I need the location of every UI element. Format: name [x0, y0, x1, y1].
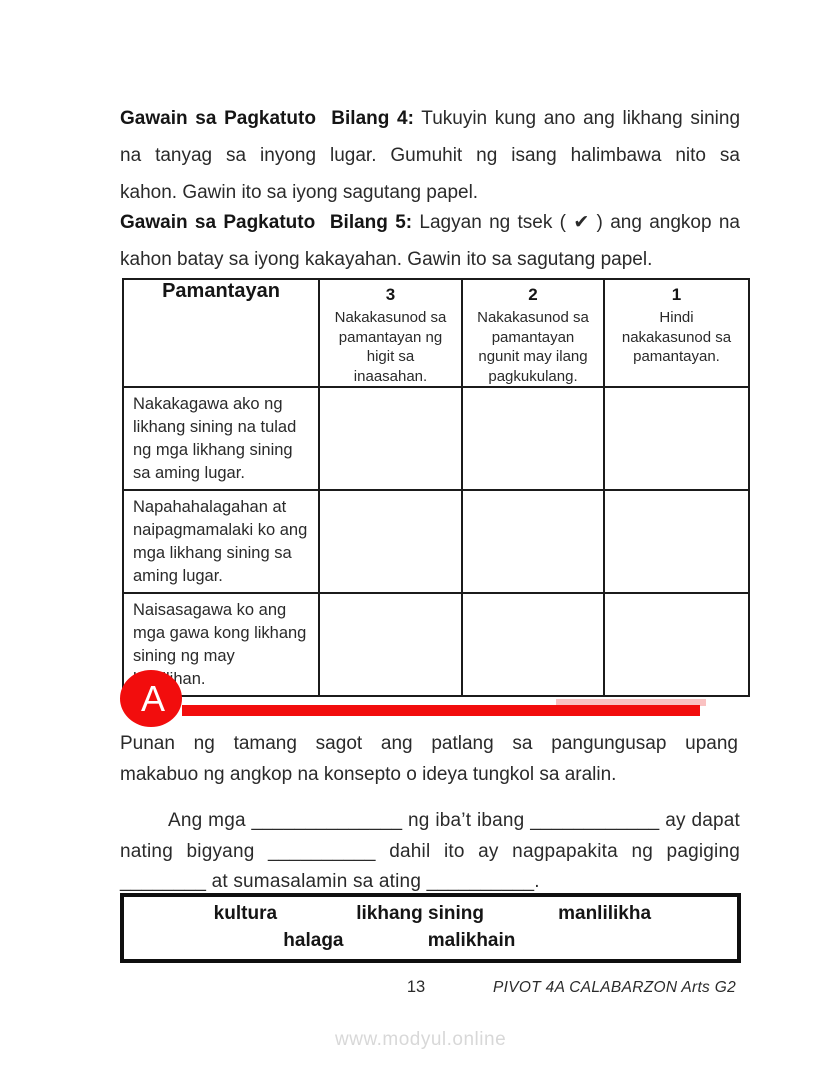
rubric-criteria-1: Nakakagawa ako ng likhang sining na tula…	[122, 386, 320, 491]
fill-in-line-3: ________ at sumasalamin sa ating _______…	[120, 871, 540, 892]
score-1-label: 1	[671, 285, 682, 304]
activity-4-text: Tukuyin kung ano ang likhang sining	[421, 108, 741, 129]
score-2-label: 2	[528, 285, 538, 304]
watermark-text: www.modyul.online	[335, 1029, 507, 1050]
rubric-header-row: Pamantayan 3 Nakakasunod sa pamantayan n…	[122, 278, 750, 388]
rubric-header-score-3: 3 Nakakasunod sa pamantayan ng higit sa …	[318, 278, 463, 388]
rubric-row-1: Nakakagawa ako ng likhang sining na tula…	[122, 386, 750, 491]
activity-5-text: Lagyan ng tsek ( ✔ ) ang angkop na	[419, 212, 741, 233]
page-number: 13	[406, 978, 426, 996]
rubric-row-3: Naisasagawa ko ang mga gawa kong likhang…	[122, 592, 750, 697]
activity-5-line-2: kahon batay sa iyong kakayahan. Gawin it…	[120, 249, 653, 270]
word-bank-item: manlilikha	[558, 903, 652, 924]
score-1-desc: Hindi nakakasunod sa pamantayan.	[621, 309, 732, 365]
fill-in-line-1: Ang mga ______________ ng iba’t ibang __…	[168, 810, 740, 831]
section-divider-shadow	[556, 699, 706, 706]
rubric-checkbox-cell	[603, 489, 750, 594]
source-citation: PIVOT 4A CALABARZON Arts G2	[493, 979, 736, 996]
rubric-header-criteria: Pamantayan	[122, 278, 320, 388]
rubric-checkbox-cell	[318, 489, 463, 594]
rubric-checkbox-cell	[318, 592, 463, 697]
word-bank-item: likhang sining	[356, 903, 484, 924]
word-bank-item: halaga	[283, 930, 344, 951]
section-a-instruction: Punan ng tamang sagot ang patlang sa pan…	[120, 728, 738, 790]
rubric-checkbox-cell	[603, 592, 750, 697]
score-3-label: 3	[385, 285, 396, 304]
rubric-header-score-2: 2 Nakakasunod sa pamantayan ngunit may i…	[461, 278, 605, 388]
activity-5-heading: Gawain sa Pagkatuto Bilang 5:	[120, 212, 413, 233]
rubric-checkbox-cell	[461, 592, 605, 697]
rubric-criteria-3: Naisasagawa ko ang mga gawa kong likhang…	[122, 592, 320, 697]
activity-5-paragraph: Gawain sa Pagkatuto Bilang 5: Lagyan ng …	[120, 204, 740, 278]
section-a-badge: A	[120, 670, 182, 727]
word-bank-box: kultura likhang sining manlilikha halaga…	[120, 893, 741, 963]
activity-4-line-2: na tanyag sa inyong lugar. Gumuhit ng is…	[120, 145, 740, 166]
fill-in-paragraph: Ang mga ______________ ng iba’t ibang __…	[120, 806, 740, 898]
instruction-line-2: makabuo ng angkop na konsepto o ideya tu…	[120, 764, 617, 785]
section-divider-line	[182, 705, 700, 716]
word-bank-item: kultura	[213, 903, 278, 924]
word-bank-item: malikhain	[427, 930, 516, 951]
activity-4-line-1: Gawain sa Pagkatuto Bilang 4: Tukuyin ku…	[120, 100, 740, 137]
rubric-checkbox-cell	[461, 386, 605, 491]
rubric-row-2: Napahahalagahan at naipagmamalaki ko ang…	[122, 489, 750, 594]
rubric-criteria-2: Napahahalagahan at naipagmamalaki ko ang…	[122, 489, 320, 594]
rubric-checkbox-cell	[603, 386, 750, 491]
activity-4-paragraph: Gawain sa Pagkatuto Bilang 4: Tukuyin ku…	[120, 100, 740, 211]
activity-4-heading: Gawain sa Pagkatuto Bilang 4:	[120, 108, 414, 129]
section-a-letter: A	[140, 677, 165, 719]
rubric-checkbox-cell	[318, 386, 463, 491]
rubric-header-score-1: 1 Hindi nakakasunod sa pamantayan.	[603, 278, 750, 388]
score-3-desc: Nakakasunod sa pamantayan ng higit sa in…	[334, 309, 447, 385]
rubric-checkbox-cell	[461, 489, 605, 594]
activity-4-line-3: kahon. Gawin ito sa iyong sagutang papel…	[120, 182, 479, 203]
activity-5-line-1: Gawain sa Pagkatuto Bilang 5: Lagyan ng …	[120, 204, 740, 241]
fill-in-line-2: nating bigyang __________ dahil ito ay n…	[120, 840, 740, 862]
rubric-table: Pamantayan 3 Nakakasunod sa pamantayan n…	[122, 278, 750, 697]
instruction-line-1: Punan ng tamang sagot ang patlang sa pan…	[120, 733, 738, 754]
score-2-desc: Nakakasunod sa pamantayan ngunit may ila…	[477, 309, 589, 385]
